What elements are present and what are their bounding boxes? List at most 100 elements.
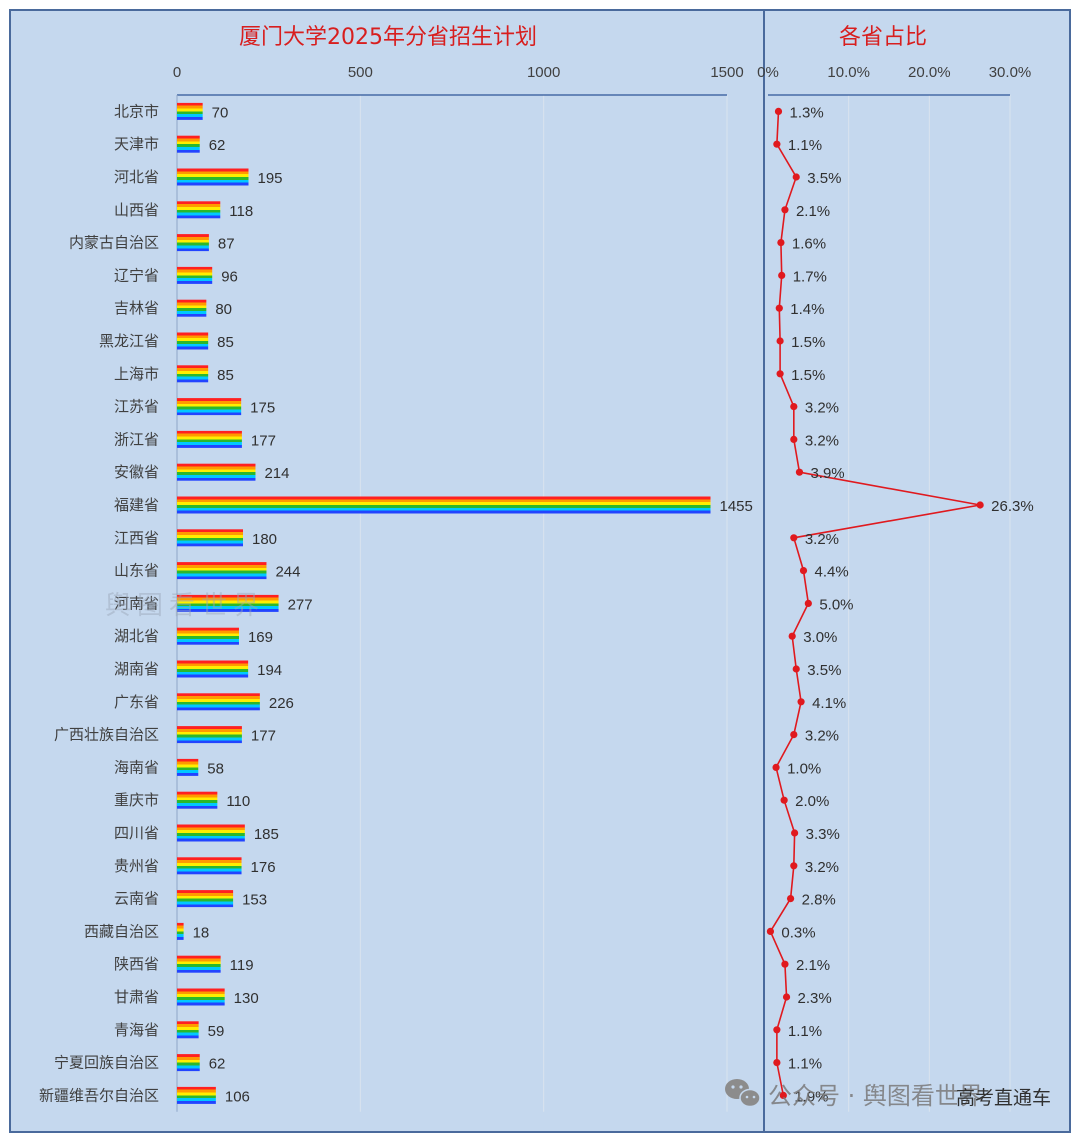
share-value-label: 3.5%	[807, 170, 841, 187]
share-value-label: 3.3%	[806, 826, 840, 843]
share-x-tick-label: 0%	[757, 64, 779, 81]
category-label: 上海市	[114, 365, 159, 383]
bar-value-label: 62	[209, 137, 226, 154]
category-label: 海南省	[114, 758, 159, 776]
share-point	[790, 862, 798, 870]
share-value-label: 3.9%	[810, 465, 844, 482]
bar	[177, 299, 207, 317]
share-value-label: 5.0%	[819, 596, 853, 613]
bar-value-label: 194	[257, 662, 282, 679]
bar	[177, 266, 213, 284]
share-value-label: 3.2%	[805, 728, 839, 745]
bar-chart: 0 500 1000 1500 北京市 70 天津市 62 河北省 195 山西省 118 内蒙古自治区…	[39, 64, 753, 1112]
category-label: 黑龙江省	[99, 332, 159, 350]
category-label: 湖南省	[114, 660, 159, 678]
share-point	[797, 698, 805, 706]
category-label: 江西省	[114, 529, 159, 547]
bar-x-tick-label: 1000	[527, 64, 560, 81]
category-label: 内蒙古自治区	[69, 234, 159, 252]
share-value-label: 2.3%	[798, 990, 832, 1007]
share-point	[776, 370, 784, 378]
share-point	[773, 140, 781, 148]
category-label: 北京市	[114, 102, 159, 120]
share-point	[772, 763, 780, 772]
bar	[177, 758, 199, 776]
share-point	[776, 337, 784, 345]
bar	[177, 168, 249, 186]
bar-value-label: 195	[258, 170, 283, 187]
bar	[177, 102, 203, 120]
bar-value-label: 58	[207, 760, 224, 777]
bar	[177, 1054, 200, 1072]
share-value-label: 3.2%	[805, 531, 839, 548]
share-point	[782, 993, 791, 1001]
share-point	[976, 501, 984, 509]
bar	[177, 398, 242, 416]
bar-value-label: 277	[288, 596, 313, 613]
share-value-label: 2.1%	[796, 957, 830, 974]
share-line-chart: 0% 10.0% 20.0% 30.0% 1.3% 1.1% 3.5% 2.1% 1.6% 1.7…	[757, 64, 1034, 1112]
share-point	[775, 304, 783, 312]
category-label: 辽宁省	[114, 266, 159, 284]
share-point	[795, 468, 804, 476]
share-point	[781, 206, 789, 214]
bar	[177, 890, 234, 908]
bar-value-label: 130	[234, 990, 259, 1007]
share-value-label: 3.2%	[805, 859, 839, 876]
share-x-tick-label: 20.0%	[908, 64, 951, 81]
share-point	[792, 665, 800, 673]
share-chart-title: 各省占比	[839, 25, 927, 50]
bar-x-tick-label: 1500	[710, 64, 743, 81]
share-value-label: 2.8%	[802, 892, 836, 909]
share-value-label: 1.1%	[788, 1023, 822, 1040]
share-value-label: 1.1%	[788, 137, 822, 154]
bar-value-label: 177	[251, 728, 276, 745]
bar	[177, 693, 260, 711]
share-point	[790, 403, 798, 411]
bar	[177, 726, 242, 744]
bar-value-label: 70	[212, 104, 229, 121]
share-point	[778, 271, 786, 279]
bar-value-label: 18	[193, 924, 210, 941]
share-point	[799, 567, 808, 575]
bar	[177, 627, 239, 645]
share-value-label: 26.3%	[991, 498, 1034, 515]
share-value-label: 3.0%	[803, 629, 837, 646]
bar	[177, 660, 249, 678]
category-label: 天津市	[114, 135, 159, 153]
category-label: 山东省	[114, 562, 159, 580]
bar-x-tick-label: 0	[173, 64, 181, 81]
category-label: 河北省	[114, 168, 159, 186]
bar-value-label: 85	[217, 334, 234, 351]
share-value-label: 4.1%	[812, 695, 846, 712]
bar-value-label: 62	[209, 1056, 226, 1073]
bar	[177, 857, 242, 875]
bar-value-label: 96	[221, 268, 238, 285]
bar-value-label: 185	[254, 826, 279, 843]
share-value-label: 1.9%	[794, 1088, 828, 1105]
bar	[177, 1021, 199, 1039]
category-label: 陕西省	[114, 955, 159, 973]
bar-value-label: 226	[269, 695, 294, 712]
bar-value-label: 80	[215, 301, 232, 318]
share-point	[791, 829, 799, 837]
bar-value-label: 119	[230, 957, 254, 974]
category-label: 宁夏回族自治区	[54, 1054, 159, 1072]
bar	[177, 824, 245, 842]
share-point	[790, 435, 798, 443]
bar-value-label: 176	[251, 859, 276, 876]
bar-value-label: 244	[275, 564, 300, 581]
category-label: 重庆市	[114, 791, 159, 809]
share-point	[780, 796, 788, 804]
share-value-label: 3.5%	[807, 662, 841, 679]
category-label: 湖北省	[114, 627, 159, 645]
share-point	[790, 731, 798, 739]
bar-value-label: 169	[248, 629, 273, 646]
watermark-corner: 高考直通车	[956, 1087, 1051, 1109]
share-value-label: 1.1%	[788, 1056, 822, 1073]
bar	[177, 1086, 216, 1104]
chart-background	[9, 9, 1071, 1133]
wechat-icon	[725, 1079, 761, 1108]
bar-chart-title: 厦门大学2025年分省招生计划	[239, 25, 537, 50]
share-value-label: 1.5%	[791, 334, 825, 351]
